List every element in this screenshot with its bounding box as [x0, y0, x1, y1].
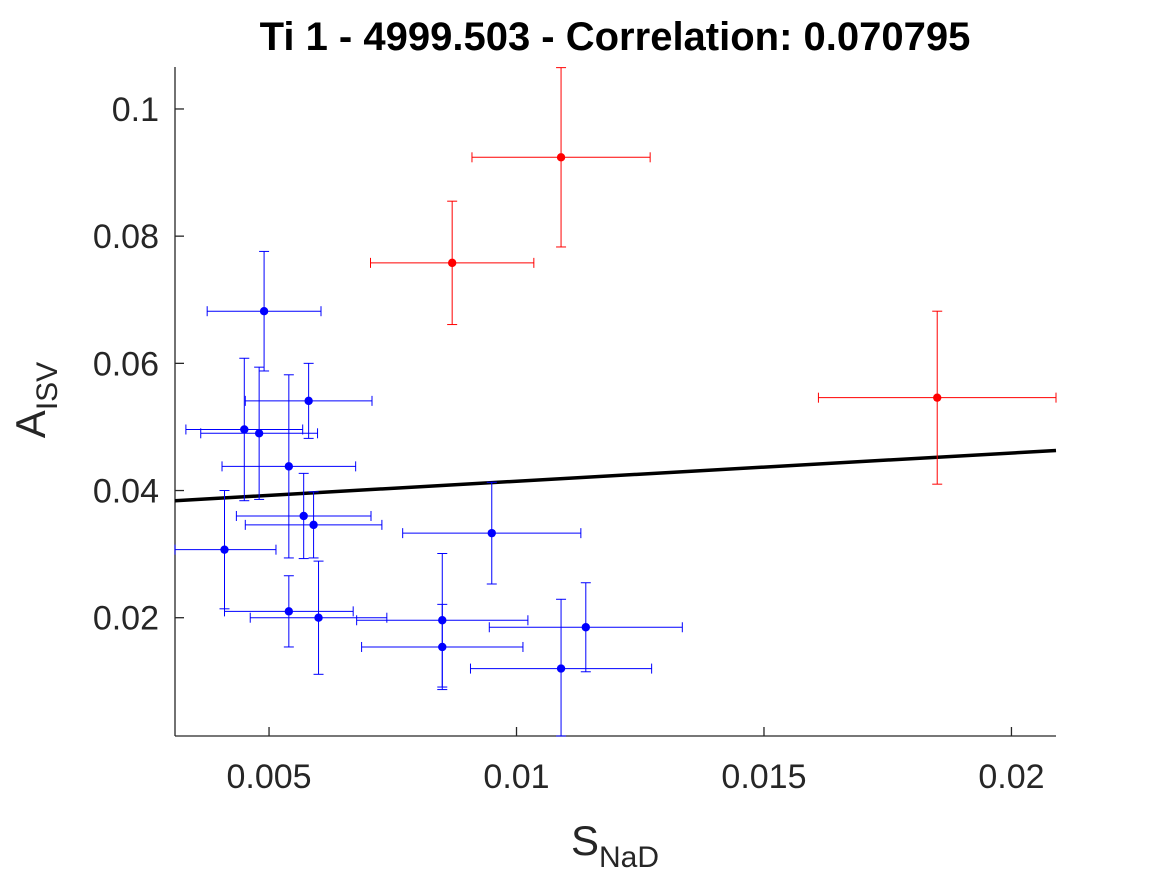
data-point — [438, 642, 447, 652]
y-tick-label: 0.1 — [112, 91, 159, 129]
chart-title: Ti 1 - 4999.503 - Correlation: 0.070795 — [260, 15, 971, 59]
data-point — [556, 153, 566, 162]
data-point-group — [402, 481, 582, 585]
data-point — [284, 607, 294, 616]
x-tick-label: 0.005 — [226, 758, 311, 796]
data-point-group — [249, 560, 388, 675]
plot-background — [175, 67, 1056, 736]
x-axis-ticks: 0.005 0.01 0.015 0.02 — [226, 727, 1045, 796]
x-tick-label: 0.01 — [483, 758, 549, 796]
data-point — [487, 528, 496, 538]
y-tick-label: 0.06 — [93, 345, 159, 383]
data-point — [933, 393, 942, 402]
y-axis-label-subscript: ISV — [31, 362, 64, 410]
data-point-group — [244, 491, 383, 559]
data-point — [304, 396, 313, 406]
plot-area: 0.005 0.01 0.015 0.02 0.02 0.04 0.06 0.08 0.1 — [93, 67, 1057, 796]
data-point — [299, 511, 308, 521]
x-axis-label-subscript: NaD — [599, 841, 659, 874]
data-point-group — [361, 603, 524, 691]
x-tick-label: 0.015 — [721, 758, 806, 796]
data-point-group — [471, 67, 651, 248]
data-point — [220, 545, 229, 554]
data-point-group — [185, 357, 304, 502]
data-point — [259, 306, 269, 316]
data-point-group — [817, 310, 1057, 485]
data-point — [314, 613, 323, 622]
data-point — [447, 258, 457, 268]
y-axis-label: AISV — [7, 362, 64, 438]
data-point-group — [244, 362, 373, 439]
data-point-group — [174, 490, 277, 610]
data-point — [556, 664, 566, 673]
data-point-group — [469, 598, 653, 737]
data-marks — [174, 67, 1057, 737]
x-axis-label: SNaD — [571, 817, 659, 874]
data-point-group — [235, 472, 372, 560]
data-point — [581, 623, 591, 632]
data-point-group — [206, 250, 322, 372]
y-tick-label: 0.04 — [93, 473, 159, 511]
fit-line — [174, 448, 1057, 503]
data-point-group — [223, 575, 354, 648]
data-series — [174, 250, 683, 737]
y-tick-label: 0.02 — [93, 600, 159, 638]
y-axis-label-main: A — [7, 410, 54, 438]
data-point-group — [488, 582, 683, 673]
data-series — [370, 67, 1057, 485]
y-axis-ticks: 0.02 0.04 0.06 0.08 0.1 — [93, 91, 184, 638]
y-tick-label: 0.08 — [93, 218, 159, 256]
x-tick-label: 0.02 — [978, 758, 1044, 796]
x-axis-label-main: S — [571, 817, 599, 864]
data-point — [284, 462, 294, 471]
data-point — [240, 425, 249, 434]
data-point-group — [221, 374, 357, 559]
data-point-group — [370, 200, 535, 326]
data-point — [254, 429, 264, 438]
data-point — [309, 520, 318, 530]
data-point-group — [200, 366, 319, 500]
